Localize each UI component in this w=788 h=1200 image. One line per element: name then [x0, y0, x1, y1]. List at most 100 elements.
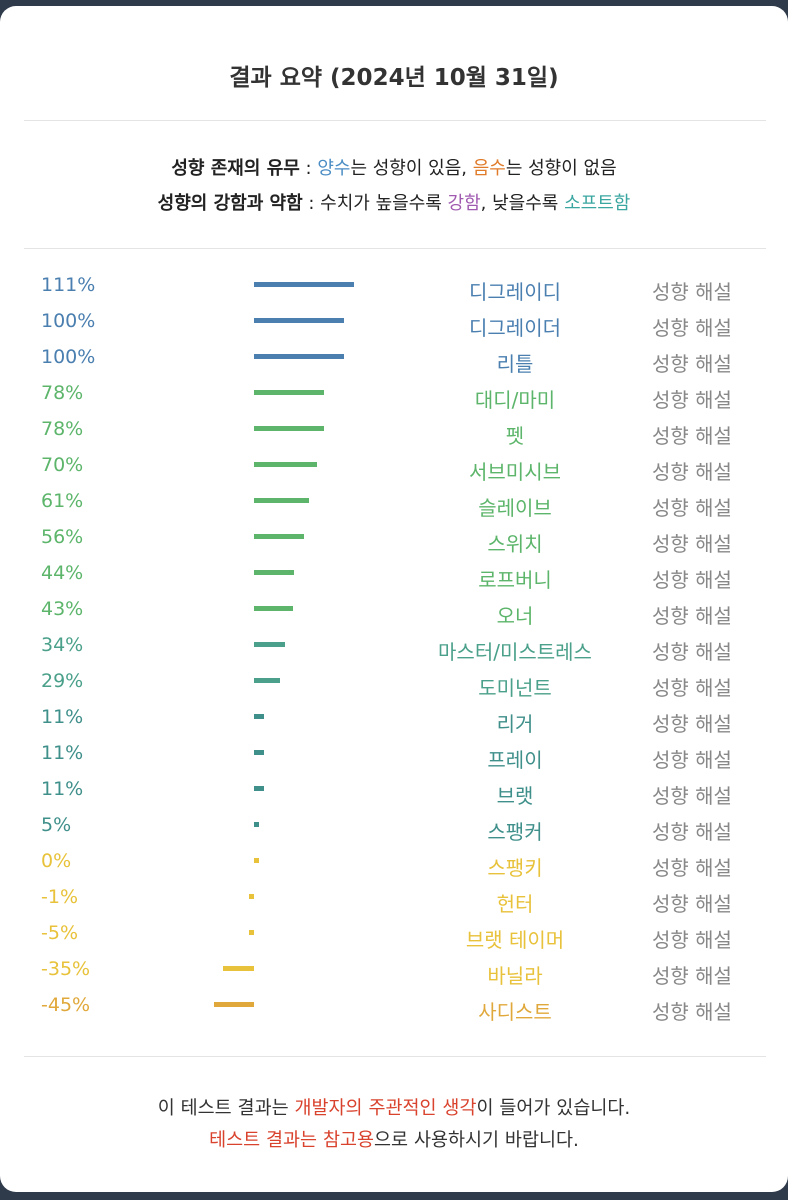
- result-row: 44% 로프버니 성향 해설: [0, 562, 788, 598]
- score-bar: [254, 750, 264, 755]
- tendency-name: 로프버니: [478, 568, 552, 592]
- tendency-name: 사디스트: [478, 1000, 552, 1024]
- score-bar: [213, 1002, 254, 1007]
- tendency-name: 오너: [496, 604, 534, 628]
- footer-text: 이 테스트 결과는: [157, 1098, 295, 1119]
- tendency-name: 슬레이브: [478, 496, 552, 520]
- result-row: 78% 펫 성향 해설: [0, 418, 788, 454]
- score-bar: [254, 678, 281, 683]
- tendency-name: 도미넌트: [478, 676, 552, 700]
- score-bar: [254, 822, 259, 827]
- legend-label-strength: 성향의 강함과 약함: [157, 193, 303, 214]
- percent-value: 100%: [41, 310, 96, 332]
- legend-positive: 양수: [317, 158, 351, 179]
- result-row: 11% 브랫 성향 해설: [0, 778, 788, 814]
- percent-value: 11%: [41, 778, 84, 800]
- percent-value: 78%: [41, 382, 84, 404]
- tendency-explanation-link[interactable]: 성향 해설: [652, 604, 732, 628]
- legend-soft: 소프트함: [564, 193, 631, 214]
- legend-sep-2: : 수치가 높을수록: [302, 193, 448, 214]
- tendency-name: 리틀: [496, 352, 534, 376]
- tendency-explanation-link[interactable]: 성향 해설: [652, 964, 732, 988]
- result-row: 78% 대디/마미 성향 해설: [0, 382, 788, 418]
- percent-value: 11%: [41, 706, 84, 728]
- score-bar: [254, 354, 344, 359]
- tendency-name: 스팽키: [487, 856, 543, 880]
- tendency-explanation-link[interactable]: 성향 해설: [652, 676, 732, 700]
- tendency-name: 헌터: [496, 892, 534, 916]
- tendency-name: 브랫: [496, 784, 534, 808]
- tendency-explanation-link[interactable]: 성향 해설: [652, 640, 732, 664]
- percent-value: 70%: [41, 454, 84, 476]
- tendency-explanation-link[interactable]: 성향 해설: [652, 820, 732, 844]
- result-row: -45% 사디스트 성향 해설: [0, 994, 788, 1030]
- percent-value: -45%: [41, 994, 91, 1016]
- result-row: 29% 도미넌트 성향 해설: [0, 670, 788, 706]
- footer-text: 이 들어가 있습니다.: [476, 1098, 631, 1119]
- result-row: 34% 마스터/미스트레스 성향 해설: [0, 634, 788, 670]
- result-row: 5% 스팽커 성향 해설: [0, 814, 788, 850]
- tendency-explanation-link[interactable]: 성향 해설: [652, 316, 732, 340]
- legend-sep: :: [299, 158, 318, 179]
- percent-value: -5%: [41, 922, 78, 944]
- percent-value: 100%: [41, 346, 96, 368]
- score-bar: [254, 714, 264, 719]
- legend-negative-desc: 는 성향이 없음: [505, 158, 617, 179]
- tendency-explanation-link[interactable]: 성향 해설: [652, 1000, 732, 1024]
- percent-value: 11%: [41, 742, 84, 764]
- score-bar: [254, 426, 325, 431]
- divider: [24, 120, 766, 121]
- tendency-explanation-link[interactable]: 성향 해설: [652, 352, 732, 376]
- divider: [24, 1056, 766, 1057]
- tendency-explanation-link[interactable]: 성향 해설: [652, 388, 732, 412]
- footer-highlight: 개발자의 주관적인 생각: [294, 1098, 477, 1119]
- tendency-name: 브랫 테이머: [465, 928, 565, 952]
- score-bar: [254, 534, 305, 539]
- result-row: -35% 바닐라 성향 해설: [0, 958, 788, 994]
- tendency-name: 디그레이디: [469, 280, 561, 304]
- percent-value: 56%: [41, 526, 84, 548]
- score-bar: [254, 318, 344, 323]
- page-title: 결과 요약 (2024년 10월 31일): [229, 65, 559, 91]
- tendency-explanation-link[interactable]: 성향 해설: [652, 856, 732, 880]
- tendency-explanation-link[interactable]: 성향 해설: [652, 928, 732, 952]
- result-row: 100% 리틀 성향 해설: [0, 346, 788, 382]
- tendency-name: 스위치: [487, 532, 543, 556]
- legend-negative: 음수: [472, 158, 506, 179]
- percent-value: 78%: [41, 418, 84, 440]
- tendency-explanation-link[interactable]: 성향 해설: [652, 712, 732, 736]
- percent-value: 0%: [41, 850, 72, 872]
- legend-line-2: 성향의 강함과 약함 : 수치가 높을수록 강함, 낮을수록 소프트함: [0, 189, 788, 215]
- tendency-explanation-link[interactable]: 성향 해설: [652, 280, 732, 304]
- score-bar: [222, 966, 254, 971]
- score-bar: [254, 858, 259, 863]
- result-summary-card: 결과 요약 (2024년 10월 31일) 성향 존재의 유무 : 양수 는 성향…: [0, 6, 788, 1192]
- score-bar: [254, 786, 264, 791]
- percent-value: -1%: [41, 886, 78, 908]
- tendency-explanation-link[interactable]: 성향 해설: [652, 892, 732, 916]
- result-row: 70% 서브미시브 성향 해설: [0, 454, 788, 490]
- percent-value: 5%: [41, 814, 72, 836]
- tendency-explanation-link[interactable]: 성향 해설: [652, 496, 732, 520]
- footer-line-2: 테스트 결과는 참고용으로 사용하시기 바랍니다.: [0, 1126, 788, 1152]
- tendency-explanation-link[interactable]: 성향 해설: [652, 424, 732, 448]
- percent-value: 43%: [41, 598, 84, 620]
- legend-label-existence: 성향 존재의 유무: [171, 158, 300, 179]
- score-bar: [249, 930, 254, 935]
- tendency-explanation-link[interactable]: 성향 해설: [652, 748, 732, 772]
- tendency-explanation-link[interactable]: 성향 해설: [652, 784, 732, 808]
- result-row: -5% 브랫 테이머 성향 해설: [0, 922, 788, 958]
- tendency-explanation-link[interactable]: 성향 해설: [652, 568, 732, 592]
- score-bar: [254, 642, 285, 647]
- tendency-name: 프레이: [487, 748, 543, 772]
- footer-text: 으로 사용하시기 바랍니다.: [374, 1130, 579, 1151]
- tendency-explanation-link[interactable]: 성향 해설: [652, 532, 732, 556]
- legend-strong: 강함: [447, 193, 481, 214]
- percent-value: 111%: [41, 274, 96, 296]
- tendency-explanation-link[interactable]: 성향 해설: [652, 460, 732, 484]
- score-bar: [249, 894, 254, 899]
- percent-value: 29%: [41, 670, 84, 692]
- tendency-name: 대디/마미: [474, 388, 556, 412]
- result-row: 56% 스위치 성향 해설: [0, 526, 788, 562]
- score-bar: [254, 570, 294, 575]
